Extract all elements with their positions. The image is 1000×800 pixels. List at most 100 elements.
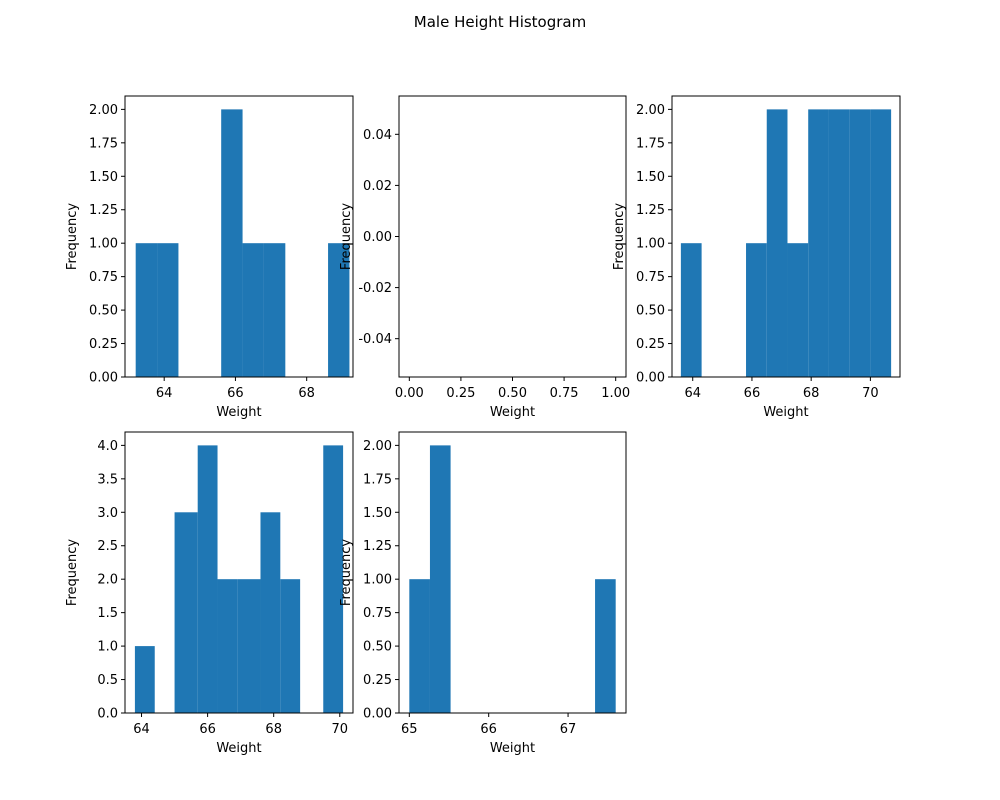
x-axis-label: Weight	[490, 741, 535, 756]
y-tick-label: 1.25	[363, 539, 392, 554]
histogram-bar	[680, 243, 702, 377]
y-tick-label: 1.75	[636, 136, 665, 151]
y-tick-label: 0.75	[89, 270, 118, 285]
axes-frame	[124, 431, 354, 714]
y-tick-label: 0.25	[89, 337, 118, 352]
x-tick-label: 68	[265, 722, 282, 737]
subplots: 64 66 68 0.00 0.25 0.50 0.75 1.00 1.25 1.50 1.75 2.…	[65, 95, 901, 756]
histogram-bar	[217, 579, 238, 713]
x-tick-label: 67	[560, 722, 577, 737]
x-tick-label: 0.50	[498, 386, 527, 401]
histogram-bar	[280, 579, 301, 713]
figure-title: Male Height Histogram	[414, 13, 586, 31]
y-tick-label: 1.00	[363, 573, 392, 588]
y-tick-label: 4.0	[97, 439, 118, 454]
y-tick-label: 1.00	[636, 237, 665, 252]
y-tick-label: 1.25	[89, 203, 118, 218]
y-tick-label: 1.0	[97, 640, 118, 655]
y-axis-label: Frequency	[339, 203, 354, 270]
histogram-bar	[260, 512, 281, 713]
y-tick-label: 0.50	[636, 304, 665, 319]
histogram-bar	[134, 646, 155, 713]
histogram-bar	[328, 243, 350, 377]
x-tick-label: 64	[133, 722, 150, 737]
y-tick-label: 2.00	[89, 103, 118, 118]
subplot-4: 64 66 68 70 0.0 0.5 1.0 1.5 2.0 2.5 3.0 3.5 4.0 Weigh…	[65, 431, 354, 756]
histogram-bar	[157, 243, 179, 377]
x-tick-label: 64	[156, 386, 173, 401]
y-tick-label: -0.02	[358, 281, 392, 296]
histogram-bar	[746, 243, 767, 377]
histogram-bar	[429, 445, 451, 713]
y-tick-label: 0.00	[363, 707, 392, 722]
y-tick-label: 3.0	[97, 506, 118, 521]
histogram-bar	[221, 109, 243, 377]
y-tick-label: 2.00	[636, 103, 665, 118]
y-tick-label: 0.00	[89, 371, 118, 386]
x-tick-label: 0.25	[446, 386, 475, 401]
histogram-bar	[828, 109, 850, 377]
y-tick-label: 0.75	[636, 270, 665, 285]
y-tick-label: 3.5	[97, 472, 118, 487]
y-axis-label: Frequency	[612, 203, 627, 270]
x-tick-label: 68	[298, 386, 315, 401]
x-tick-label: 66	[480, 722, 497, 737]
histogram-bar	[870, 109, 892, 377]
subplot-5: 65 66 67 0.00 0.25 0.50 0.75 1.00 1.25 1.50 1.75 2.…	[339, 431, 627, 756]
x-tick-label: 1.00	[601, 386, 630, 401]
y-axis-label: Frequency	[339, 539, 354, 606]
x-axis-label: Weight	[763, 405, 808, 420]
y-tick-label: 1.5	[97, 606, 118, 621]
histogram-bar	[808, 109, 829, 377]
histogram-bar	[197, 445, 218, 713]
x-tick-label: 66	[744, 386, 761, 401]
histogram-bar	[766, 109, 788, 377]
histogram-bar	[237, 579, 261, 713]
y-tick-label: 1.25	[636, 203, 665, 218]
y-tick-label: 0.00	[636, 371, 665, 386]
y-tick-label: 0.0	[97, 707, 118, 722]
y-tick-label: 0.50	[89, 304, 118, 319]
histogram-bar	[242, 243, 264, 377]
axes-frame	[671, 95, 901, 378]
y-tick-label: 2.5	[97, 539, 118, 554]
y-tick-label: 1.00	[89, 237, 118, 252]
histogram-bar	[409, 579, 430, 713]
axes-frame	[398, 95, 627, 378]
histogram-bar	[135, 243, 158, 377]
x-axis-label: Weight	[216, 741, 261, 756]
y-tick-label: 0.04	[363, 128, 392, 143]
y-tick-label: -0.04	[358, 332, 392, 347]
histogram-bar	[263, 243, 286, 377]
x-tick-label: 70	[332, 722, 349, 737]
y-tick-label: 1.50	[363, 506, 392, 521]
histogram-bar	[787, 243, 809, 377]
subplot-2: 0.00 0.25 0.50 0.75 1.00 -0.04 -0.02 0.00 0.02 0.…	[339, 95, 630, 420]
x-axis-label: Weight	[490, 405, 535, 420]
x-tick-label: 0.75	[550, 386, 579, 401]
y-tick-label: 2.0	[97, 573, 118, 588]
subplot-1: 64 66 68 0.00 0.25 0.50 0.75 1.00 1.25 1.50 1.75 2.…	[65, 95, 354, 420]
y-tick-label: 0.25	[636, 337, 665, 352]
histogram-bar	[595, 579, 616, 713]
y-axis-label: Frequency	[65, 539, 80, 606]
x-tick-label: 68	[803, 386, 820, 401]
histogram-bar	[323, 445, 344, 713]
axes-frame	[124, 95, 354, 378]
y-axis-label: Frequency	[65, 203, 80, 270]
subplot-3: 64 66 68 70 0.00 0.25 0.50 0.75 1.00 1.25 1.50 1.75…	[612, 95, 901, 420]
x-tick-label: 64	[684, 386, 701, 401]
y-tick-label: 0.5	[97, 673, 118, 688]
y-tick-label: 0.50	[363, 640, 392, 655]
y-tick-label: 1.50	[89, 170, 118, 185]
x-tick-label: 65	[401, 722, 418, 737]
y-tick-label: 1.75	[363, 472, 392, 487]
y-tick-label: 0.02	[363, 179, 392, 194]
y-tick-label: 1.50	[636, 170, 665, 185]
y-tick-label: 0.25	[363, 673, 392, 688]
axes-frame	[398, 431, 627, 714]
x-axis-label: Weight	[216, 405, 261, 420]
y-tick-label: 0.00	[363, 230, 392, 245]
y-tick-label: 0.75	[363, 606, 392, 621]
y-tick-label: 1.75	[89, 136, 118, 151]
